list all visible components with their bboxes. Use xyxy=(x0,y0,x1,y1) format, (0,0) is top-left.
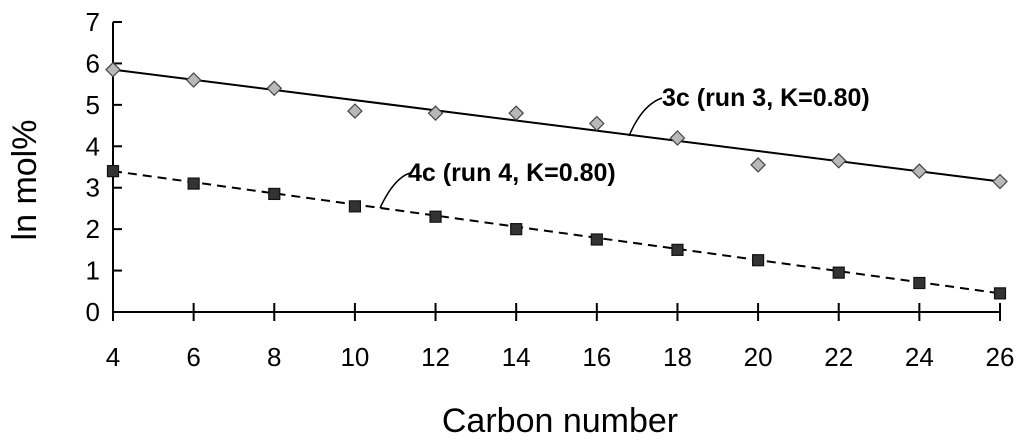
x-tick-label: 14 xyxy=(502,342,531,372)
x-tick-label: 12 xyxy=(421,342,450,372)
data-point-series-0 xyxy=(993,175,1007,189)
x-tick-label: 22 xyxy=(824,342,853,372)
data-point-series-0 xyxy=(912,164,926,178)
fit-line-series-1 xyxy=(113,171,1000,293)
x-axis-title: Carbon number xyxy=(442,402,678,440)
y-tick-label: 7 xyxy=(86,7,100,37)
data-point-series-1 xyxy=(188,178,199,189)
data-point-series-0 xyxy=(429,106,443,120)
data-point-series-1 xyxy=(753,255,764,266)
data-point-series-0 xyxy=(832,154,846,168)
x-tick-label: 20 xyxy=(744,342,773,372)
x-tick-label: 18 xyxy=(663,342,692,372)
y-tick-label: 5 xyxy=(86,90,100,120)
data-point-series-1 xyxy=(430,211,441,222)
data-point-series-1 xyxy=(672,244,683,255)
data-point-series-0 xyxy=(267,81,281,95)
x-tick-label: 10 xyxy=(340,342,369,372)
data-point-series-0 xyxy=(348,104,362,118)
data-point-series-0 xyxy=(106,63,120,77)
y-tick-label: 0 xyxy=(86,297,100,327)
data-point-series-0 xyxy=(670,131,684,145)
series-leader-4c xyxy=(380,173,410,208)
data-point-series-0 xyxy=(590,117,604,131)
data-point-series-1 xyxy=(591,234,602,245)
x-tick-label: 4 xyxy=(106,342,120,372)
data-point-series-0 xyxy=(751,158,765,172)
data-point-series-0 xyxy=(187,73,201,87)
y-tick-label: 1 xyxy=(86,256,100,286)
tick-labels: 01234567468101214161820222426 xyxy=(86,7,1015,372)
data-point-series-1 xyxy=(108,166,119,177)
data-point-series-1 xyxy=(349,201,360,212)
data-point-series-1 xyxy=(269,188,280,199)
data-point-series-0 xyxy=(509,106,523,120)
data-point-series-1 xyxy=(995,288,1006,299)
y-tick-label: 4 xyxy=(86,131,100,161)
y-tick-label: 3 xyxy=(86,173,100,203)
series-leader-3c xyxy=(629,98,662,136)
series-annotation-4c: 4c (run 4, K=0.80) xyxy=(380,159,616,208)
x-tick-label: 6 xyxy=(186,342,200,372)
y-tick-label: 2 xyxy=(86,214,100,244)
data-point-series-1 xyxy=(914,278,925,289)
series-annotation-3c: 3c (run 3, K=0.80) xyxy=(629,84,870,136)
y-tick-label: 6 xyxy=(86,48,100,78)
data-point-series-1 xyxy=(511,224,522,235)
x-tick-label: 24 xyxy=(905,342,934,372)
y-axis-title: ln mol% xyxy=(6,120,44,241)
data-point-series-1 xyxy=(833,267,844,278)
series-label-4c: 4c (run 4, K=0.80) xyxy=(408,159,616,187)
x-tick-label: 16 xyxy=(582,342,611,372)
x-tick-label: 26 xyxy=(986,342,1015,372)
x-tick-label: 8 xyxy=(267,342,281,372)
series-label-3c: 3c (run 3, K=0.80) xyxy=(662,84,870,112)
